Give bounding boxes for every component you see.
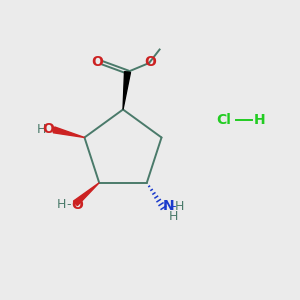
Text: O: O [71,198,83,212]
Text: Cl: Cl [216,113,231,127]
Text: N: N [163,199,175,213]
Polygon shape [123,72,130,110]
Polygon shape [53,127,85,137]
Text: -: - [172,200,176,213]
Text: O: O [43,122,55,136]
Text: H: H [37,123,46,136]
Text: O: O [144,55,156,69]
Text: H: H [254,113,265,127]
Polygon shape [74,183,99,206]
Text: O: O [92,55,104,69]
Text: H: H [175,200,184,213]
Text: H: H [56,198,66,212]
Text: H: H [169,210,178,223]
Text: -: - [67,198,71,212]
